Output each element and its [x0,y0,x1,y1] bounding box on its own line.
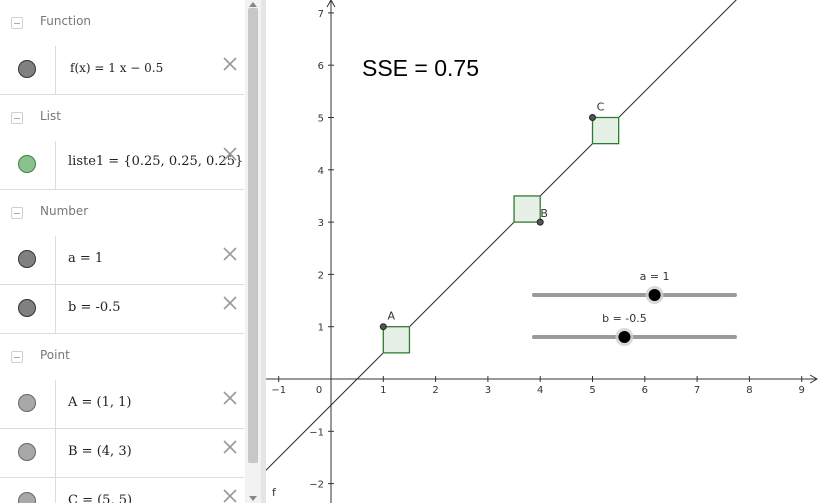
visibility-cell [0,285,56,333]
point-B[interactable] [536,218,544,226]
x-tick-label: 2 [432,385,438,396]
y-axis-arrow [326,0,336,8]
view-divider[interactable] [261,0,266,503]
visibility-toggle-liste1[interactable] [18,155,36,173]
y-tick-label: 6 [318,61,324,72]
scrollbar-thumb[interactable] [248,8,258,463]
residual-square-B[interactable] [513,195,541,223]
expression-C[interactable]: C = (5, 5) [68,493,133,503]
category-point: Point [0,334,244,381]
delete-icon[interactable] [221,438,239,456]
category-label: Function [40,14,92,28]
y-tick-label: −2 [309,480,324,491]
visibility-cell [0,478,56,503]
category-function: Function [0,0,244,47]
x-tick-label: −1 [271,385,286,396]
function-label-f: f [272,486,277,499]
algebra-row-B[interactable]: B = (4, 3) [0,429,244,478]
point-label-B: B [540,207,548,220]
expression-a[interactable]: a = 1 [68,251,104,266]
point-label-C: C [597,101,605,114]
visibility-cell [0,236,56,284]
visibility-toggle-b[interactable] [18,299,36,317]
algebra-row-liste1[interactable]: liste1 = {0.25, 0.25, 0.25} [0,141,244,190]
algebra-scrollbar[interactable] [245,0,261,503]
algebra-row-a[interactable]: a = 1 [0,236,244,285]
y-tick-label: 4 [318,166,324,177]
scroll-up-icon[interactable] [249,2,257,7]
residual-square-C[interactable] [591,116,620,145]
delete-icon[interactable] [221,389,239,407]
expression-B[interactable]: B = (4, 3) [68,444,132,459]
slider-caption-0: a = 1 [640,270,670,283]
y-tick-label: 7 [318,9,324,20]
point-label-A: A [388,310,396,323]
collapse-function-button[interactable] [11,17,23,29]
algebra-row-b[interactable]: b = -0.5 [0,285,244,334]
x-tick-label: 6 [642,385,648,396]
visibility-cell [0,46,56,94]
expression-f[interactable]: f(x) = 1 x − 0.5 [70,61,164,75]
category-list: List [0,95,244,142]
x-axis-arrow [809,374,819,384]
expression-b[interactable]: b = -0.5 [68,300,121,315]
residual-square-A[interactable] [382,326,411,354]
category-label: List [40,109,61,123]
point-C[interactable] [589,114,596,121]
visibility-toggle-A[interactable] [18,394,36,412]
axis-ticks: −1 0 1 2 3 4 5 6 7 8 9 7 6 5 4 3 2 1 −1 −2 [271,9,805,491]
visibility-cell [0,429,56,477]
slider-knob-0[interactable] [648,289,661,301]
y-tick-label: 2 [318,270,324,281]
delete-icon[interactable] [221,145,239,163]
algebra-view: Function f(x) = 1 x − 0.5 List liste1 = … [0,0,244,503]
collapse-number-button[interactable] [11,207,23,219]
visibility-cell [0,141,56,189]
x-tick-label: 0 [316,385,322,396]
x-tick-label: 5 [589,385,595,396]
delete-icon[interactable] [221,487,239,503]
category-number: Number [0,190,244,237]
collapse-point-button[interactable] [11,351,23,363]
algebra-row-f[interactable]: f(x) = 1 x − 0.5 [0,46,244,95]
category-label: Point [40,348,70,362]
visibility-toggle-f[interactable] [18,60,36,78]
collapse-list-button[interactable] [11,112,23,124]
visibility-toggle-a[interactable] [18,250,36,268]
x-tick-label: 9 [799,385,805,396]
category-label: Number [40,204,89,218]
visibility-cell [0,380,56,428]
x-tick-label: 1 [380,385,386,396]
delete-icon[interactable] [221,55,239,73]
function-line-f[interactable] [266,0,819,473]
graphics-view[interactable]: −1 0 1 2 3 4 5 6 7 8 9 7 6 5 4 3 2 1 −1 −2 f A B C SSE = 0.75… [266,0,819,503]
x-tick-label: 8 [746,385,752,396]
delete-icon[interactable] [221,294,239,312]
y-tick-label: 1 [318,323,324,334]
sse-text: SSE = 0.75 [362,55,479,81]
algebra-row-A[interactable]: A = (1, 1) [0,380,244,429]
expression-A[interactable]: A = (1, 1) [68,395,132,410]
visibility-toggle-C[interactable] [18,492,36,503]
x-tick-label: 7 [694,385,700,396]
point-A[interactable] [379,323,387,331]
y-tick-label: −1 [309,427,324,438]
delete-icon[interactable] [221,245,239,263]
expression-liste1[interactable]: liste1 = {0.25, 0.25, 0.25} [68,154,244,169]
algebra-row-C[interactable]: C = (5, 5) [0,478,244,503]
scroll-down-icon[interactable] [249,496,257,501]
slider-caption-1: b = -0.5 [602,312,647,325]
y-tick-label: 3 [318,218,324,229]
y-tick-label: 5 [318,114,324,125]
x-tick-label: 3 [485,385,491,396]
x-tick-label: 4 [537,385,543,396]
slider-knob-1[interactable] [618,331,631,343]
visibility-toggle-B[interactable] [18,443,36,461]
